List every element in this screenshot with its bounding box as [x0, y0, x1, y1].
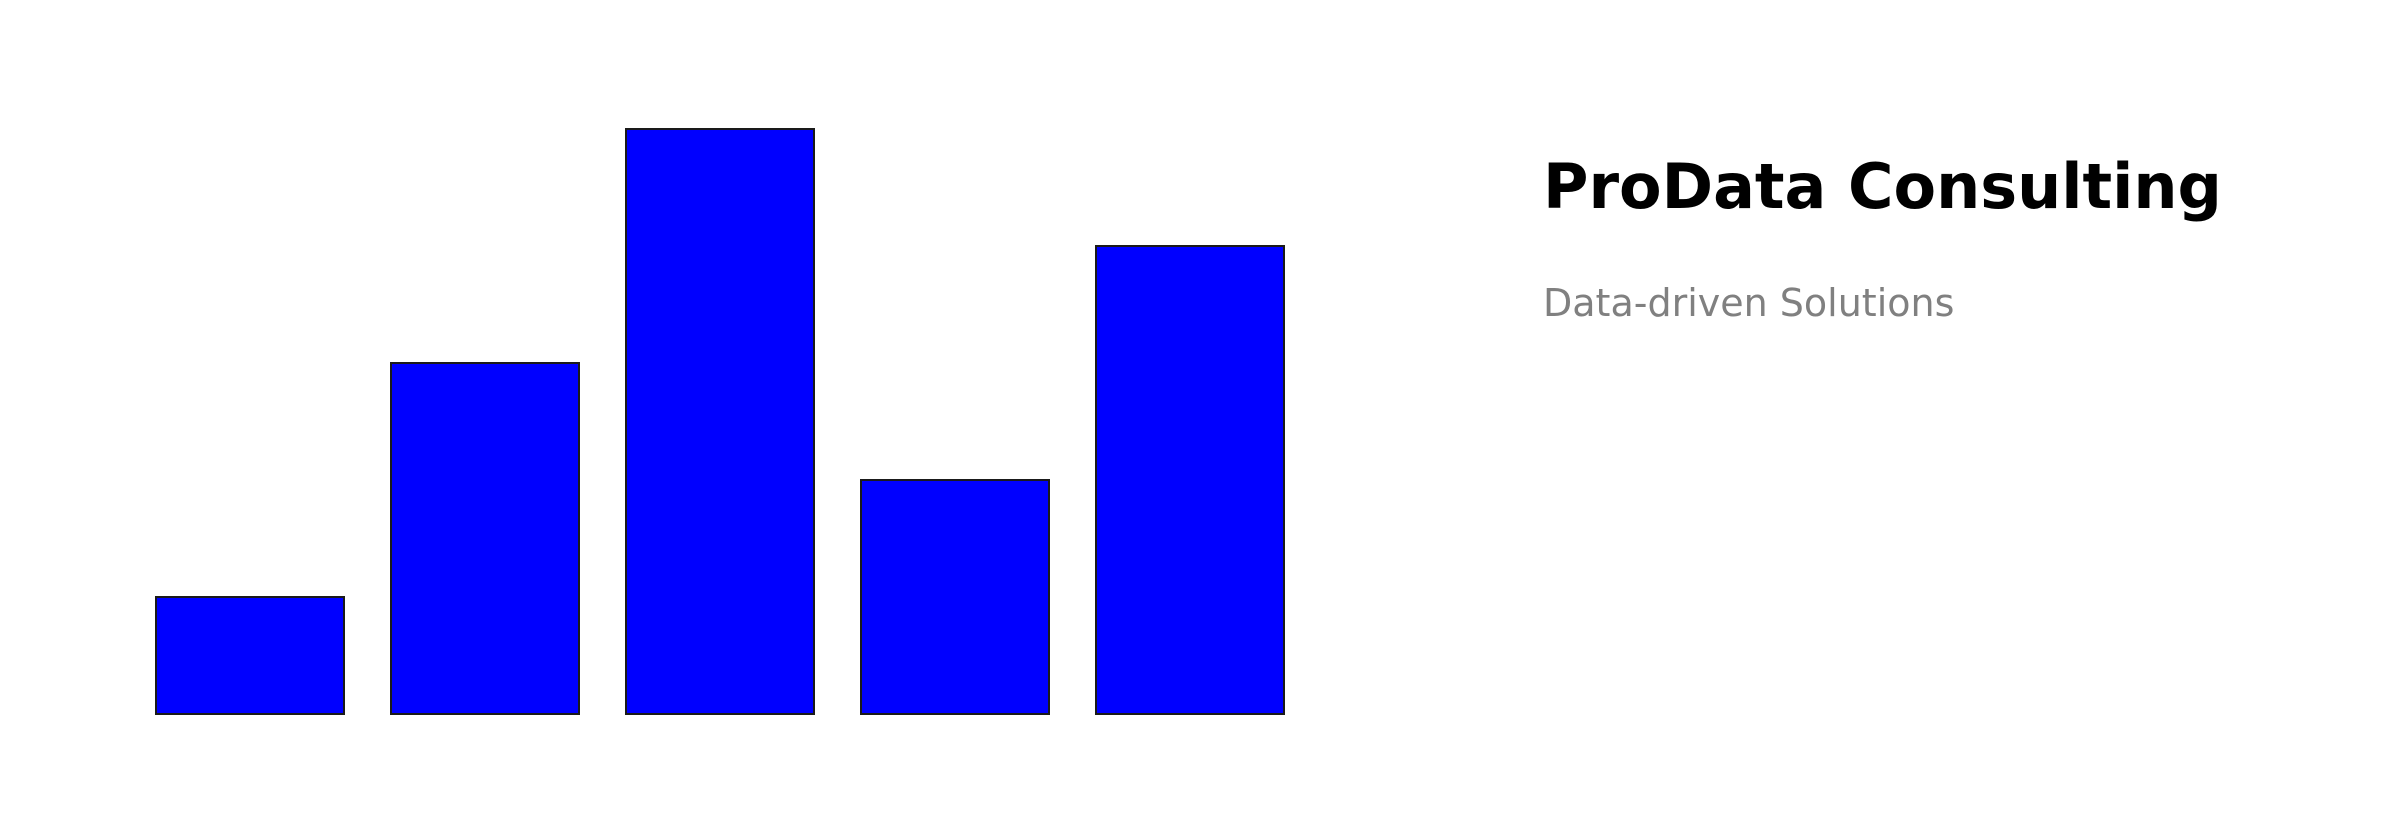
bar — [390, 362, 580, 715]
bar — [860, 479, 1050, 715]
bar — [155, 596, 345, 715]
title: ProData Consulting — [1543, 150, 2222, 223]
bar — [625, 128, 815, 715]
bar — [1095, 245, 1285, 715]
subtitle: Data-driven Solutions — [1543, 281, 1954, 325]
